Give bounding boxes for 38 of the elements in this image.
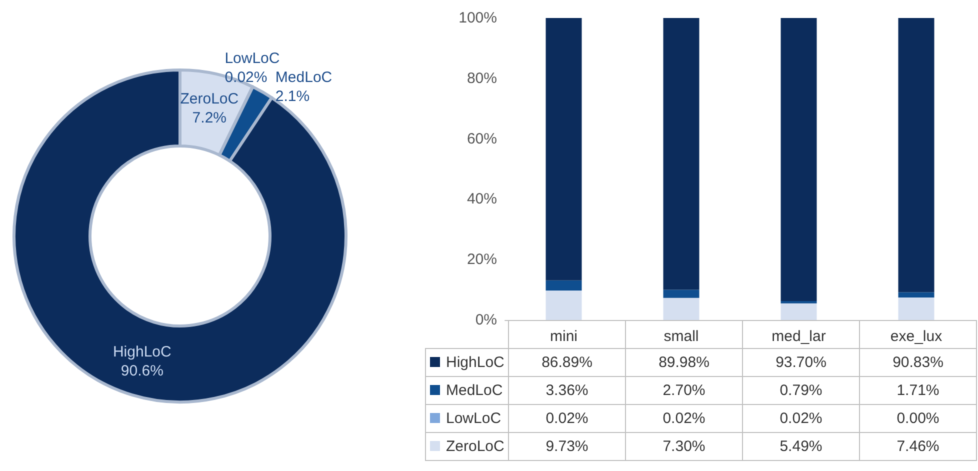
y-tick-label: 40%	[466, 190, 497, 208]
slice-label: ZeroLoC	[180, 90, 239, 108]
data-label: 0.02%	[742, 404, 860, 432]
data-label: 9.73%	[508, 432, 626, 460]
data-label: 0.00%	[860, 404, 976, 432]
y-tick-label: 80%	[466, 70, 497, 87]
data-label: 0.02%	[224, 68, 268, 86]
x-tick-label: small	[664, 328, 699, 345]
legend-label: MedLoC	[426, 376, 508, 404]
slice-label: MedLoC	[275, 68, 332, 86]
data-label: 90.83%	[860, 348, 976, 376]
x-tick-label: mini	[550, 328, 578, 345]
data-label: 0.02%	[626, 404, 742, 432]
data-label: 0.02%	[508, 404, 626, 432]
x-tick-label: med_lar	[772, 328, 826, 345]
data-label: 90.6%	[120, 362, 164, 380]
data-label: 5.49%	[742, 432, 860, 460]
data-label: 2.70%	[626, 376, 742, 404]
data-label: 7.30%	[626, 432, 742, 460]
data-label: 0.79%	[742, 376, 860, 404]
slice-label: LowLoC	[224, 50, 280, 67]
data-label: 7.2%	[192, 109, 227, 126]
data-label: 93.70%	[742, 348, 860, 376]
y-tick-label: 60%	[466, 130, 497, 148]
data-label: 2.1%	[275, 88, 310, 105]
legend-label: ZeroLoC	[426, 432, 508, 460]
data-label: 3.36%	[508, 376, 626, 404]
data-label: 1.71%	[860, 376, 976, 404]
y-tick-label: 20%	[466, 251, 497, 268]
x-tick-label: exe_lux	[890, 328, 943, 345]
slice-label: HighLoC	[112, 343, 172, 360]
legend-label: LowLoC	[426, 404, 508, 432]
y-tick-label: 0%	[475, 312, 497, 328]
legend-label: HighLoC	[426, 348, 508, 376]
data-label: 86.89%	[508, 348, 626, 376]
data-label: 7.46%	[860, 432, 976, 460]
y-tick-label: 100%	[458, 10, 497, 26]
data-label: 89.98%	[626, 348, 742, 376]
